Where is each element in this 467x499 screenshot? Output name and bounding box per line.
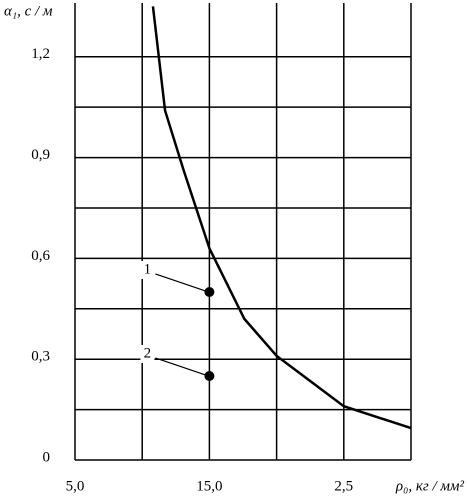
y-tick-label: 0: [43, 449, 51, 465]
label-bg: [140, 260, 155, 279]
label-bg: [140, 344, 155, 363]
point: [204, 286, 215, 297]
y-tick-label: 0,3: [31, 349, 50, 365]
curve: [151, 6, 412, 430]
y-tick-label: 0,6: [31, 248, 50, 264]
x-axis-label: ρ₀, кг / мм²: [395, 478, 465, 494]
x-tick-label: 5,0: [66, 478, 85, 494]
point: [204, 370, 215, 381]
y-axis-label: α₁, с / м: [4, 3, 53, 19]
x-tick-label: 15,0: [196, 478, 222, 494]
point-label: 1: [144, 261, 152, 277]
y-tick-label: 1,2: [31, 46, 50, 62]
leader-line: [155, 357, 206, 376]
x-tick-label: 2,5: [334, 478, 353, 494]
point-label: 2: [144, 345, 152, 361]
leader-line: [155, 273, 206, 292]
y-tick-label: 0,9: [31, 147, 50, 163]
